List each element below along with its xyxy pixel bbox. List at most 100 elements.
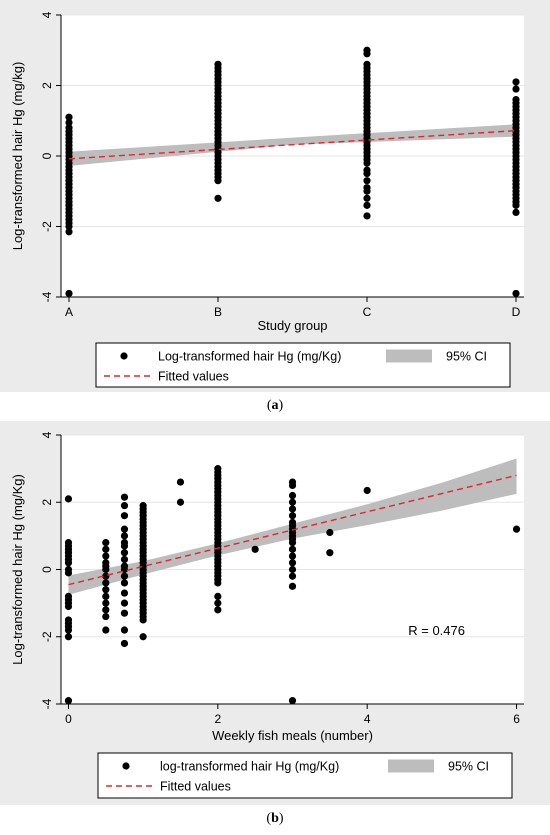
data-point xyxy=(65,222,73,231)
data-point xyxy=(363,177,371,185)
chart-panel-a: -4 -2 0 2 4 A B C D Study group Log-transformed ha… xyxy=(0,0,550,392)
y-axis-ticks: -4 -2 0 2 4 xyxy=(40,11,61,302)
fitted-line xyxy=(68,474,517,586)
data-point xyxy=(102,626,110,634)
caption-a-open: ( xyxy=(266,398,272,413)
data-point xyxy=(120,609,129,617)
legend-points-label: Log-transformed hair Hg (mg/Kg) xyxy=(158,350,341,364)
x-tick-label: 6 xyxy=(513,712,520,726)
data-point xyxy=(102,612,110,621)
data-point xyxy=(288,582,297,590)
y-tick-label: 4 xyxy=(40,431,54,438)
data-point xyxy=(120,502,129,510)
legend: Log-transformed hair Hg (mg/Kg) 95% CI Fit… xyxy=(95,342,511,388)
x-tick-label: 4 xyxy=(364,712,371,726)
y-tick-label: 2 xyxy=(40,499,54,506)
data-point xyxy=(512,78,520,86)
x-tick-label: B xyxy=(214,305,222,319)
data-point xyxy=(176,498,185,506)
data-point xyxy=(363,486,371,495)
data-point xyxy=(512,289,520,298)
legend-point-symbol xyxy=(122,762,130,770)
data-point xyxy=(251,545,259,553)
r-annotation: R = 0.476 xyxy=(408,623,465,638)
data-point xyxy=(65,113,73,121)
y-tick-label: -4 xyxy=(40,291,54,302)
data-point xyxy=(363,170,371,178)
data-point xyxy=(288,559,297,567)
data-points xyxy=(64,465,521,705)
data-point xyxy=(214,177,222,185)
y-axis-label: Log-transformed hair Hg (mg/kg) xyxy=(10,62,25,251)
legend-box xyxy=(95,342,511,388)
x-tick-label: 0 xyxy=(65,712,72,726)
data-point xyxy=(102,579,110,587)
data-point xyxy=(102,592,110,600)
data-point xyxy=(176,478,185,486)
data-point xyxy=(512,85,520,93)
caption-b-open: ( xyxy=(266,811,272,826)
data-point xyxy=(288,565,297,574)
data-point xyxy=(120,525,129,533)
chart-panel-b: -4 -2 0 2 4 0 2 4 6 R = 0.476 Weekly fish meals (n… xyxy=(0,421,550,805)
data-point xyxy=(64,602,73,611)
data-point xyxy=(139,616,147,624)
data-point xyxy=(288,498,297,506)
data-point xyxy=(326,549,334,557)
legend: log-transformed hair Hg (mg/Kg) 95% CI Fit… xyxy=(97,752,513,799)
data-point xyxy=(102,606,110,614)
caption-a-letter: a xyxy=(271,398,279,413)
data-point xyxy=(120,532,129,540)
data-point xyxy=(363,201,371,209)
data-point xyxy=(64,697,73,705)
data-point xyxy=(363,194,371,202)
data-point xyxy=(120,639,129,648)
y-axis-ticks: -4 -2 0 2 4 xyxy=(40,431,61,709)
x-tick-label: C xyxy=(363,305,372,319)
data-point xyxy=(120,555,129,564)
legend-fit-label: Fitted values xyxy=(160,780,231,794)
data-point xyxy=(214,606,222,614)
data-point xyxy=(288,539,297,547)
y-axis-label: Log-transformed hair Hg (mg/Kg) xyxy=(10,474,25,665)
legend-ci-symbol xyxy=(386,349,432,363)
caption-a-close: ) xyxy=(278,398,284,413)
data-point xyxy=(64,569,73,577)
data-point xyxy=(120,572,129,580)
data-point xyxy=(64,559,73,567)
chart-b-svg: -4 -2 0 2 4 0 2 4 6 R = 0.476 Weekly fish meals (n… xyxy=(0,421,550,805)
data-point xyxy=(288,552,297,560)
legend-point-symbol xyxy=(120,352,128,360)
data-point xyxy=(214,579,222,587)
legend-ci-label: 95% CI xyxy=(446,350,487,364)
data-point xyxy=(214,194,222,202)
data-point xyxy=(102,552,110,560)
data-point xyxy=(363,50,371,58)
data-point xyxy=(120,542,129,550)
data-point xyxy=(102,565,110,574)
data-point xyxy=(64,495,73,503)
data-point xyxy=(64,633,73,641)
y-tick-label: 0 xyxy=(40,566,54,573)
data-point xyxy=(512,201,520,209)
ci-band xyxy=(69,124,516,166)
data-point xyxy=(102,539,110,547)
data-point xyxy=(512,208,520,216)
data-point xyxy=(65,289,73,298)
data-point xyxy=(102,545,110,553)
x-axis-ticks: 0 2 4 6 xyxy=(65,704,520,726)
data-point xyxy=(64,626,73,634)
caption-b-close: ) xyxy=(278,811,284,826)
y-tick-label: -2 xyxy=(40,631,54,642)
data-point xyxy=(102,586,110,594)
data-point xyxy=(120,589,129,597)
data-point xyxy=(288,505,297,513)
x-axis-ticks: A B C D xyxy=(65,297,521,319)
data-point xyxy=(326,528,334,537)
y-tick-label: 4 xyxy=(40,11,54,18)
data-point xyxy=(288,572,297,580)
x-tick-label: A xyxy=(65,305,73,319)
legend-fit-label: Fitted values xyxy=(158,370,229,384)
caption-b-letter: b xyxy=(271,811,279,826)
data-points xyxy=(65,46,520,298)
